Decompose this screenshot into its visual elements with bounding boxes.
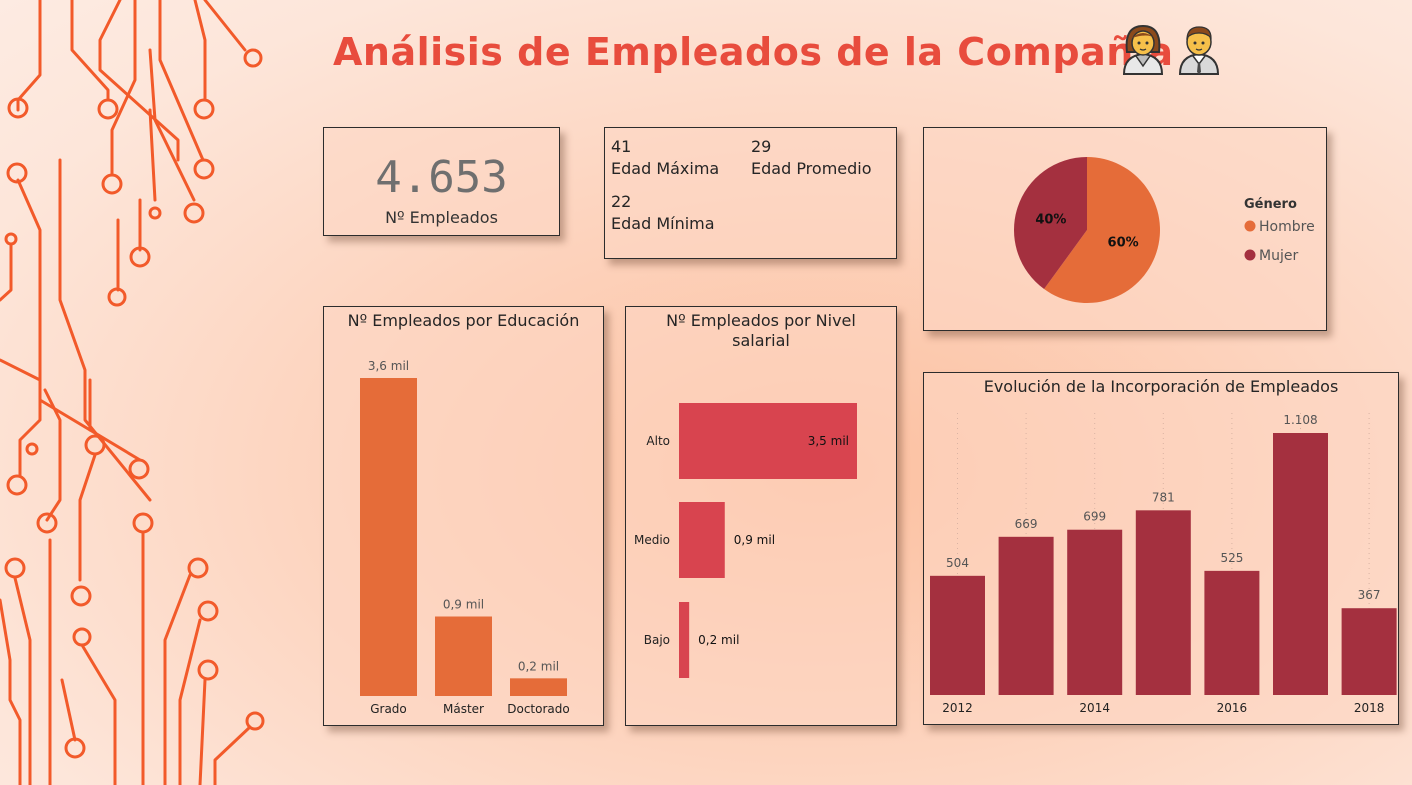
bar-2017[interactable] [1273,433,1328,695]
y-tick-label: Alto [646,434,670,448]
bar-data-label: 525 [1220,551,1243,565]
pie-slice-mujer[interactable] [1014,157,1087,290]
max-age-label: Edad Máxima [611,159,720,178]
max-age-stat: 41 Edad Máxima [611,136,719,180]
min-age-value: 22 [611,192,632,211]
avg-age-label: Edad Promedio [751,159,872,178]
y-tick-label: Medio [634,533,670,547]
circuit-decoration [0,0,265,785]
bar-data-label: 669 [1015,517,1038,531]
hiring-chart-title: Evolución de la Incorporación de Emplead… [983,377,1339,396]
gender-pie-chart: 60% 40% Género Hombre Mujer [1014,157,1315,303]
pie-data-label: 60% [1108,236,1139,251]
bar-data-label: 781 [1152,490,1175,504]
x-tick-label: Grado [370,702,407,716]
bar-máster[interactable] [435,616,492,697]
gender-chart-card: 60% 40% Género Hombre Mujer [923,127,1327,331]
salary-bar-chart: Alto 3,5 mil Medio 0,9 mil Bajo 0,2 mil [634,403,857,678]
y-tick-label: Bajo [644,633,670,647]
bar-data-label: 0,2 mil [698,633,739,647]
avg-age-value: 29 [751,137,772,156]
pie-slice-hombre[interactable] [1044,157,1160,303]
legend-item-hombre[interactable]: Hombre [1259,219,1315,235]
min-age-stat: 22 Edad Mínima [611,191,715,235]
bar-data-label: 504 [946,556,969,570]
bar-2013[interactable] [998,536,1054,695]
bar-data-label: 699 [1083,510,1106,524]
age-stats-card: 41 Edad Máxima 29 Edad Promedio 22 Edad … [604,127,897,259]
bar-data-label: 1.108 [1283,413,1317,427]
man-office-worker-icon [1178,26,1220,75]
bar-medio[interactable] [679,502,725,578]
title-icons [1118,22,1224,76]
legend-title: Género [1244,197,1297,212]
bar-grado[interactable] [360,378,417,696]
salary-chart-card: Nº Empleados por Nivel salarial Alto 3,5 … [625,306,897,726]
legend-marker [1244,249,1256,261]
bar-data-label: 0,9 mil [443,598,484,612]
bar-data-label: 0,9 mil [734,533,775,547]
education-chart-card: Nº Empleados por Educación 3,6 mil Grado 0… [323,306,604,726]
bar-2015[interactable] [1135,510,1191,695]
salary-chart-title: Nº Empleados por Nivel salarial [666,311,856,350]
hiring-chart-card: Evolución de la Incorporación de Emplead… [923,372,1399,725]
bar-data-label: 0,2 mil [518,659,559,673]
x-tick-label: 2012 [942,701,973,715]
bar-2012[interactable] [930,575,985,695]
employee-count-card: 4.653 Nº Empleados [323,127,560,236]
hiring-bar-chart: 504 2012 669 699 2014 781 525 2016 1.108 367 2018 [930,413,1397,715]
employee-count-label: Nº Empleados [385,208,498,227]
page-title: Análisis de Empleados de la Compañía [333,30,1174,74]
max-age-value: 41 [611,137,632,156]
x-tick-label: 2018 [1354,701,1385,715]
legend-marker [1244,220,1256,232]
avg-age-stat: 29 Edad Promedio [751,136,872,180]
bar-alto[interactable] [679,403,857,479]
min-age-label: Edad Mínima [611,214,715,233]
bar-data-label: 3,6 mil [368,359,409,373]
bar-2016[interactable] [1204,570,1260,695]
x-tick-label: 2014 [1079,701,1110,715]
x-tick-label: Doctorado [507,702,569,716]
legend-item-mujer[interactable]: Mujer [1259,248,1298,264]
bar-2014[interactable] [1067,529,1123,695]
x-tick-label: Máster [443,702,484,716]
bar-data-label: 367 [1358,588,1381,602]
pie-data-label: 40% [1035,212,1066,227]
bar-data-label: 3,5 mil [808,434,849,448]
employee-count-value: 4.653 [375,152,508,203]
education-bar-chart: 3,6 mil Grado 0,9 mil Máster 0,2 mil Doctorad… [360,359,570,716]
bar-2018[interactable] [1341,608,1397,695]
bar-doctorado[interactable] [510,678,567,696]
x-tick-label: 2016 [1217,701,1248,715]
bar-bajo[interactable] [679,602,690,678]
education-chart-title: Nº Empleados por Educación [347,311,580,330]
woman-office-worker-icon [1122,24,1164,75]
